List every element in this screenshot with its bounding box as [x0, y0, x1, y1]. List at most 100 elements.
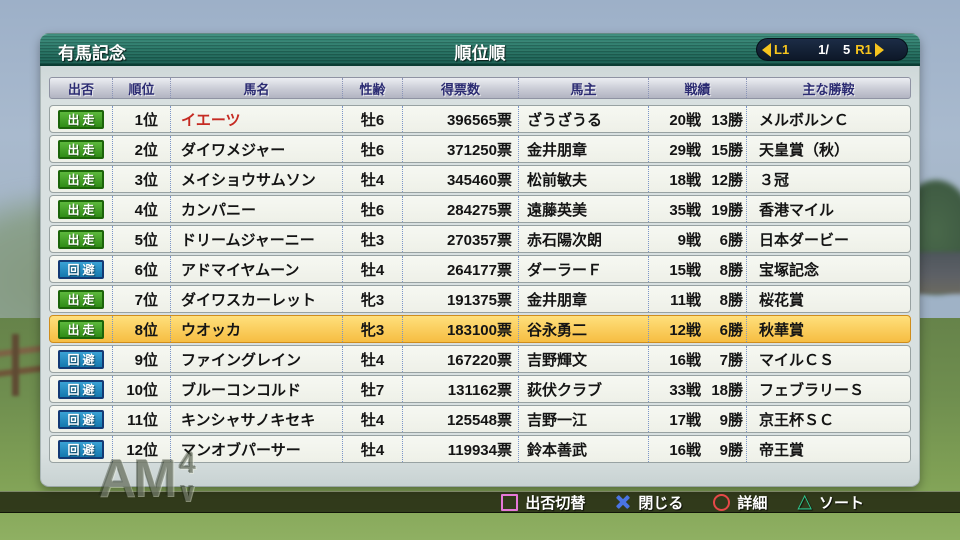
- status-badge[interactable]: 回避: [58, 349, 104, 369]
- column-header-status: 出否: [67, 81, 94, 97]
- status-badge[interactable]: 出走: [58, 109, 104, 129]
- status-cell: 出走: [50, 226, 112, 252]
- horse-name-cell: ウオッカ: [170, 316, 342, 342]
- table-row[interactable]: 出走 4位 カンパニー 牡6 284275票 遠藤英美 35戦 19勝 香港マイ…: [49, 195, 911, 223]
- votes-cell: 183100票: [402, 316, 518, 342]
- owner-cell: 鈴本善武: [518, 436, 648, 462]
- table-row[interactable]: 回避 6位 アドマイヤムーン 牡4 264177票 ダーラーＦ 15戦 8勝 宝…: [49, 255, 911, 283]
- record-cell: 18戦 12勝: [648, 166, 746, 192]
- total-pages: 5: [843, 42, 851, 57]
- table-row[interactable]: 出走 2位 ダイワメジャー 牡6 371250票 金井朋章 29戦 15勝 天皇…: [49, 135, 911, 163]
- watermark-letters: AM: [98, 450, 177, 508]
- hint-item[interactable]: △ ソート: [797, 491, 864, 512]
- current-page: 1: [818, 42, 826, 57]
- status-cell: 出走: [50, 316, 112, 342]
- owner-cell: 吉野輝文: [518, 346, 648, 372]
- sex-age-cell: 牡4: [342, 166, 402, 192]
- votes-cell: 264177票: [402, 256, 518, 282]
- hint-item[interactable]: 詳細: [713, 492, 767, 513]
- horse-name-cell: ダイワスカーレット: [170, 286, 342, 312]
- status-badge[interactable]: 回避: [58, 259, 104, 279]
- main-win-cell: 帝王賞: [746, 436, 910, 462]
- hint-item[interactable]: 出否切替: [501, 492, 585, 513]
- status-badge[interactable]: 出走: [58, 199, 104, 219]
- status-cell: 回避: [50, 376, 112, 402]
- horse-name-cell: マンオブパーサー: [170, 436, 342, 462]
- sex-age-cell: 牡6: [342, 106, 402, 132]
- column-header-votes: 得票数: [402, 78, 518, 98]
- status-badge[interactable]: 回避: [58, 409, 104, 429]
- rank-cell: 5位: [112, 226, 170, 252]
- owner-cell: 荻伏クラブ: [518, 376, 648, 402]
- status-cell: 出走: [50, 286, 112, 312]
- table-row[interactable]: 回避 10位 ブルーコンコルド 牡7 131162票 荻伏クラブ 33戦 18勝…: [49, 375, 911, 403]
- page-separator: /: [825, 42, 830, 57]
- votes-cell: 131162票: [402, 376, 518, 402]
- r1-button-label: R1: [855, 42, 872, 57]
- l1-button-label: L1: [774, 42, 790, 57]
- status-cell: 回避: [50, 256, 112, 282]
- table-row[interactable]: 出走 3位 メイショウサムソン 牡4 345460票 松前敏夫 18戦 12勝 …: [49, 165, 911, 193]
- table-row[interactable]: 出走 7位 ダイワスカーレット 牝3 191375票 金井朋章 11戦 8勝 桜…: [49, 285, 911, 313]
- votes-cell: 270357票: [402, 226, 518, 252]
- horse-name-cell: ファイングレイン: [170, 346, 342, 372]
- status-badge[interactable]: 出走: [58, 319, 104, 339]
- amv-watermark: AM 4 ∨: [98, 447, 198, 509]
- column-header-record: 戦績: [648, 78, 746, 98]
- table-column-header: 出否 順位 馬名 性齢 得票数 馬主 戦績 主な勝鞍: [49, 77, 911, 99]
- table-rows: 出走 1位 イエーツ 牡6 396565票 ざうざうる 20戦 13勝 メルボル…: [49, 105, 911, 463]
- main-win-cell: 秋華賞: [746, 316, 910, 342]
- race-name: 有馬記念: [58, 44, 126, 63]
- horse-name-cell: メイショウサムソン: [170, 166, 342, 192]
- table-row[interactable]: 回避 9位 ファイングレイン 牡4 167220票 吉野輝文 16戦 7勝 マイ…: [49, 345, 911, 373]
- rank-cell: 7位: [112, 286, 170, 312]
- table-row[interactable]: 回避 11位 キンシャサノキセキ 牡4 125548票 吉野一江 17戦 9勝 …: [49, 405, 911, 433]
- status-badge[interactable]: 出走: [58, 169, 104, 189]
- votes-cell: 167220票: [402, 346, 518, 372]
- votes-cell: 284275票: [402, 196, 518, 222]
- votes-cell: 345460票: [402, 166, 518, 192]
- horse-name-cell: ブルーコンコルド: [170, 376, 342, 402]
- horse-name-cell: イエーツ: [170, 106, 342, 132]
- table-row[interactable]: 出走 5位 ドリームジャーニー 牡3 270357票 赤石陽次朗 9戦 6勝 日…: [49, 225, 911, 253]
- sex-age-cell: 牡4: [342, 256, 402, 282]
- rank-cell: 9位: [112, 346, 170, 372]
- record-cell: 12戦 6勝: [648, 316, 746, 342]
- main-win-cell: フェブラリーＳ: [746, 376, 910, 402]
- horse-name-cell: ドリームジャーニー: [170, 226, 342, 252]
- page-left-arrow-icon[interactable]: [762, 42, 771, 57]
- table-row[interactable]: 回避 12位 マンオブパーサー 牡4 119934票 鈴本善武 16戦 9勝 帝…: [49, 435, 911, 463]
- table-row[interactable]: 出走 1位 イエーツ 牡6 396565票 ざうざうる 20戦 13勝 メルボル…: [49, 105, 911, 133]
- record-cell: 15戦 8勝: [648, 256, 746, 282]
- owner-cell: 谷永勇二: [518, 316, 648, 342]
- votes-cell: 371250票: [402, 136, 518, 162]
- page-switcher[interactable]: L1 1 / 5 R1: [756, 38, 908, 61]
- watermark-four: 4: [179, 447, 196, 480]
- status-cell: 出走: [50, 136, 112, 162]
- owner-cell: 遠藤英美: [518, 196, 648, 222]
- sex-age-cell: 牡4: [342, 406, 402, 432]
- record-cell: 33戦 18勝: [648, 376, 746, 402]
- table-row[interactable]: 出走 8位 ウオッカ 牝3 183100票 谷永勇二 12戦 6勝 秋華賞: [49, 315, 911, 343]
- sex-age-cell: 牡4: [342, 346, 402, 372]
- votes-cell: 125548票: [402, 406, 518, 432]
- record-cell: 35戦 19勝: [648, 196, 746, 222]
- record-cell: 9戦 6勝: [648, 226, 746, 252]
- rank-cell: 3位: [112, 166, 170, 192]
- main-win-cell: 京王杯ＳＣ: [746, 406, 910, 432]
- hint-item[interactable]: 閉じる: [615, 492, 683, 513]
- status-badge[interactable]: 回避: [58, 379, 104, 399]
- rank-cell: 1位: [112, 106, 170, 132]
- horse-name-cell: ダイワメジャー: [170, 136, 342, 162]
- circle-button-icon: [713, 493, 731, 511]
- status-badge[interactable]: 回避: [58, 439, 104, 459]
- entry-list-panel: 有馬記念 順位順 L1 1 / 5 R1 出否 順位 馬名 性齢 得票数 馬主 …: [40, 33, 920, 487]
- status-badge[interactable]: 出走: [58, 229, 104, 249]
- page-right-arrow-icon[interactable]: [874, 42, 884, 57]
- status-cell: 回避: [50, 406, 112, 432]
- status-badge[interactable]: 出走: [58, 139, 104, 159]
- sex-age-cell: 牝3: [342, 286, 402, 312]
- main-win-cell: 桜花賞: [746, 286, 910, 312]
- triangle-button-icon: △: [797, 491, 812, 512]
- status-badge[interactable]: 出走: [58, 289, 104, 309]
